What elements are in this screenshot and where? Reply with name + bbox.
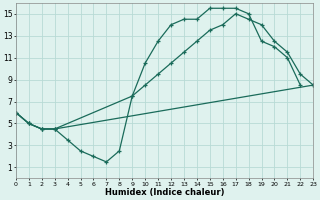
X-axis label: Humidex (Indice chaleur): Humidex (Indice chaleur) xyxy=(105,188,224,197)
